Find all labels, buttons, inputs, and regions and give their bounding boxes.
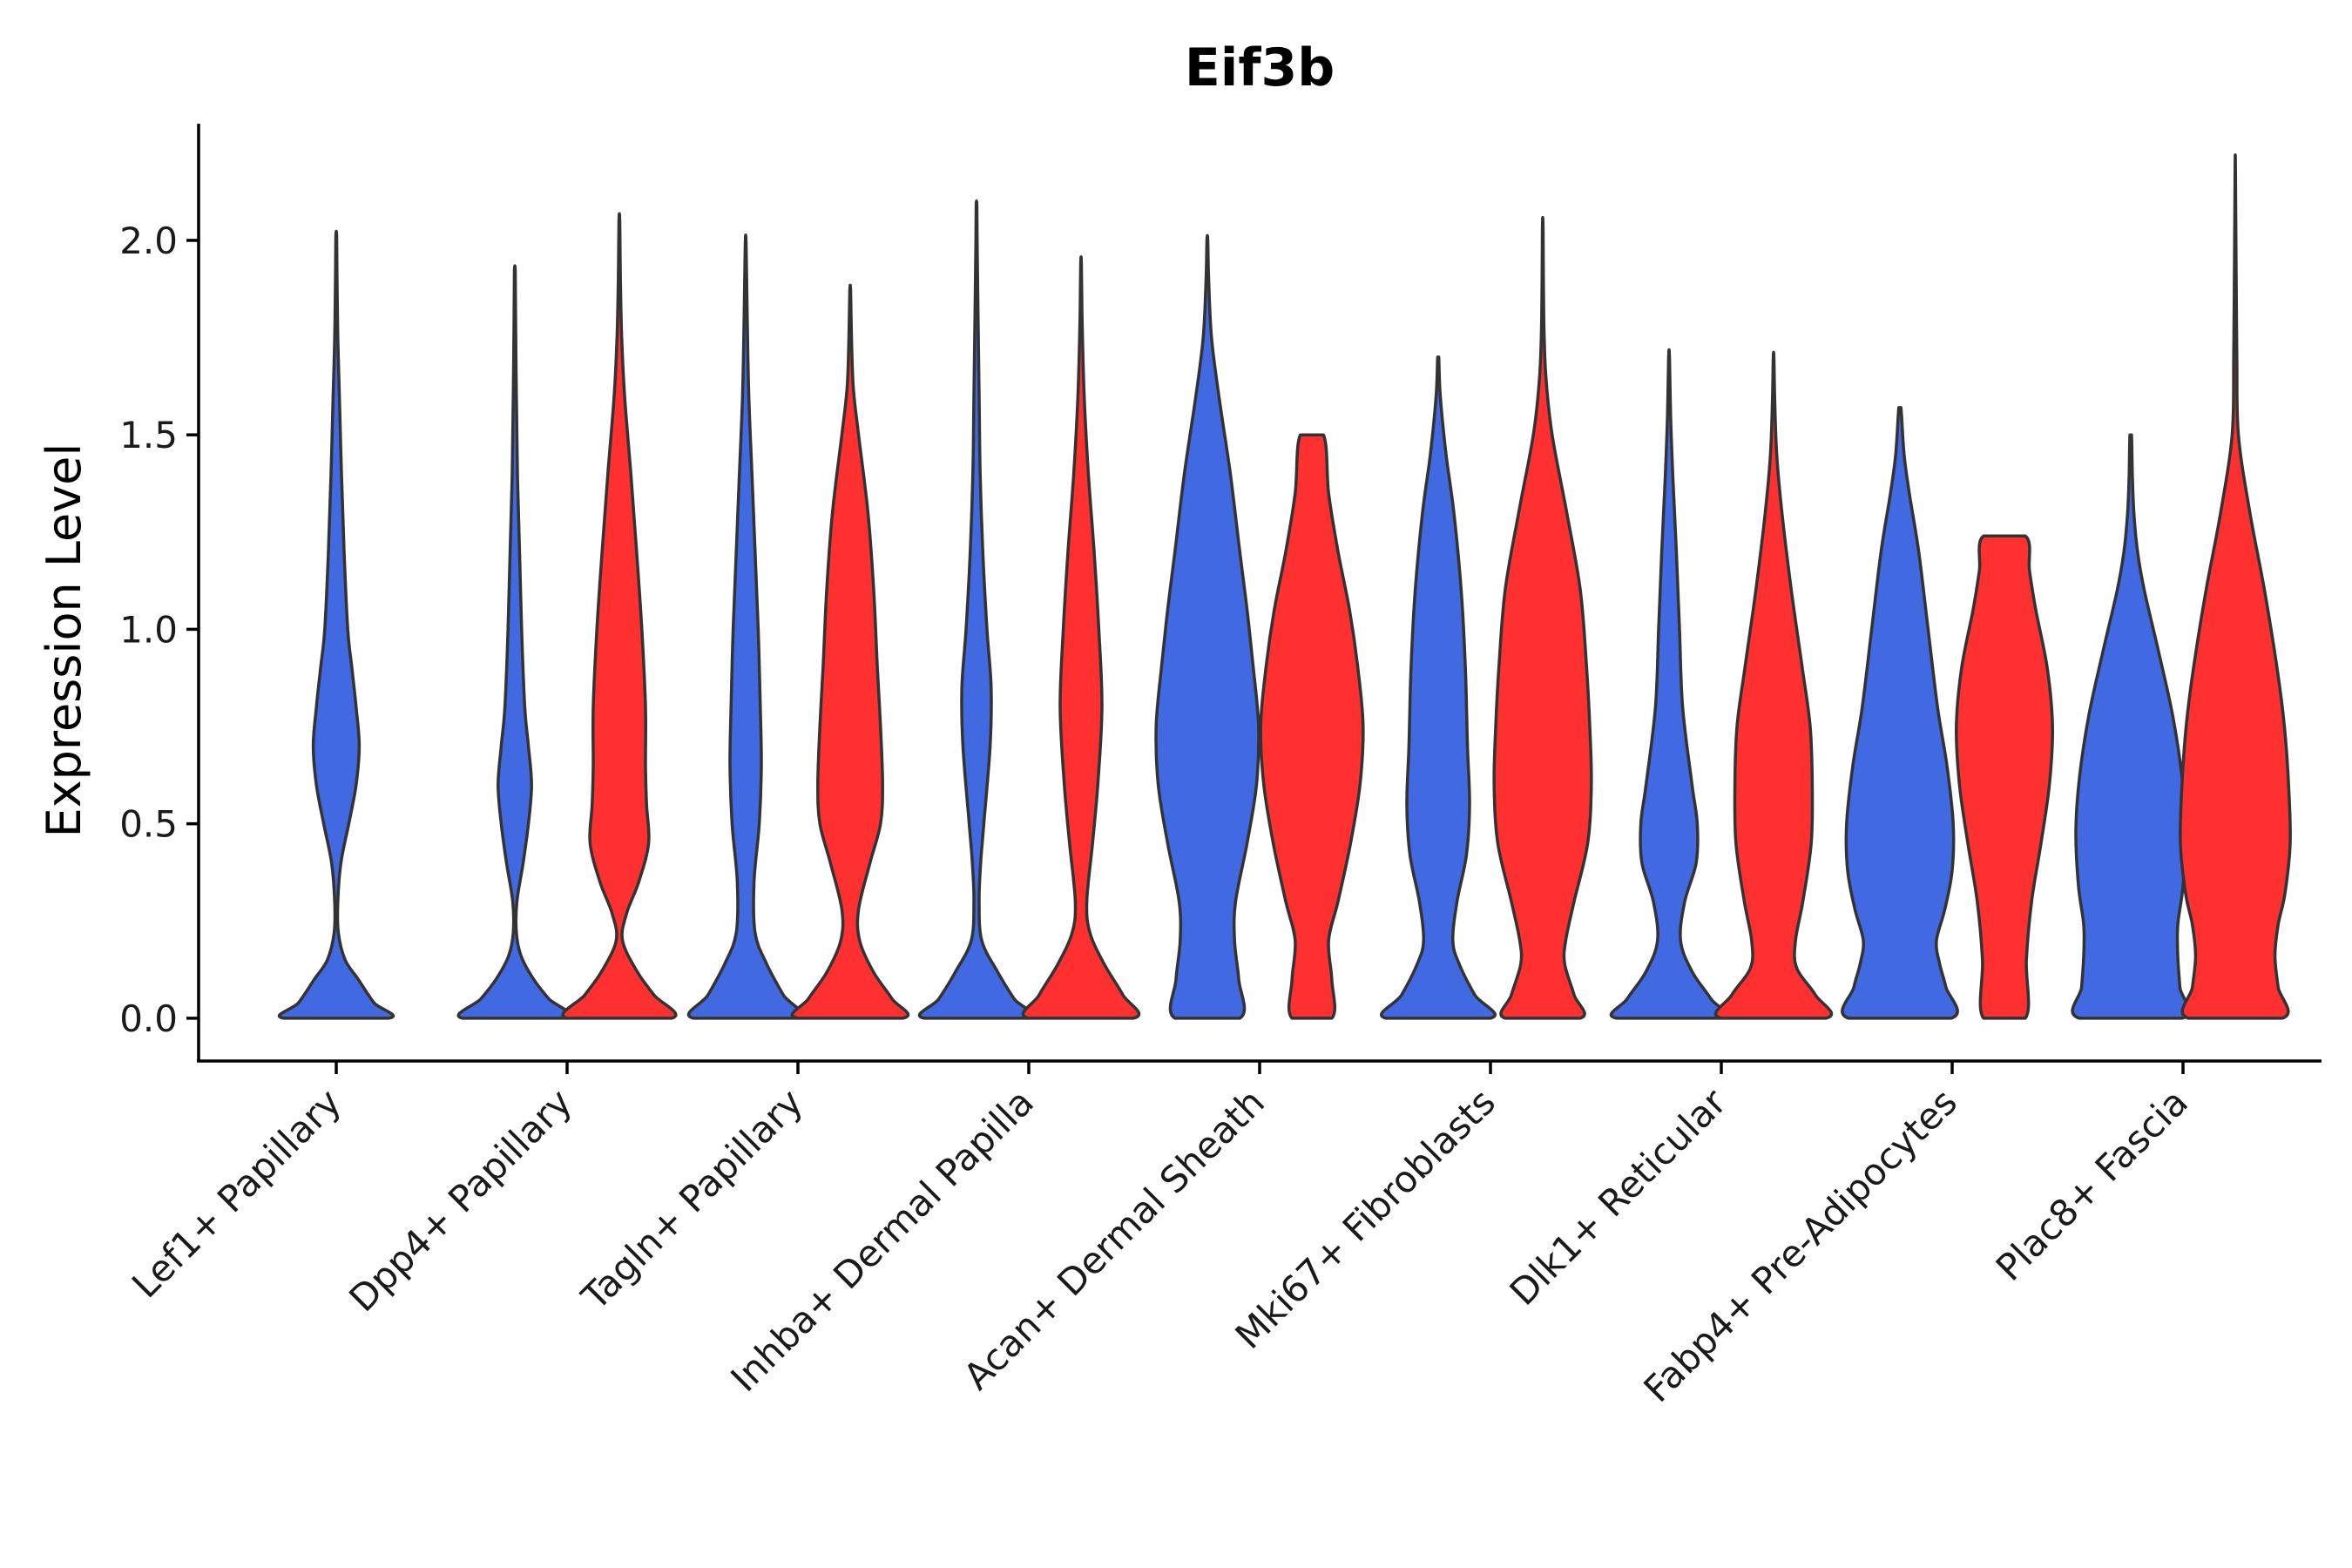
violin-lef1-papillary-blue <box>277 229 395 1020</box>
violin-inhba-dermal-papilla-blue <box>917 199 1036 1020</box>
violin-acan-dermal-sheath-red <box>1259 433 1365 1020</box>
violin-tagln-papillary-blue <box>686 233 805 1020</box>
y-tick-label: 1.5 <box>119 414 178 456</box>
y-tick-label: 2.0 <box>119 220 178 262</box>
violin-plac8-fascia-red <box>2179 153 2292 1020</box>
violin-dpp4-papillary-red <box>561 212 678 1020</box>
violin-tagln-papillary-red <box>790 283 910 1020</box>
violin-fabp4-pre-adipocytes-red <box>1954 534 2055 1020</box>
violin-dlk1-reticular-red <box>1713 350 1834 1020</box>
violin-dlk1-reticular-blue <box>1609 348 1729 1020</box>
x-tick-label-dpp4-papillary: Dpp4+ Papillary <box>341 1080 580 1320</box>
violin-inhba-dermal-papilla-red <box>1021 255 1141 1020</box>
y-tick-label: 0.5 <box>119 803 178 846</box>
x-tick-label-plac8-fascia: Plac8+ Fascia <box>1988 1080 2196 1288</box>
x-tick-label-lef1-papillary: Lef1+ Papillary <box>124 1080 349 1306</box>
y-tick-label: 1.0 <box>119 608 178 651</box>
violin-fabp4-pre-adipocytes-blue <box>1841 406 1959 1020</box>
violin-mki67-fibroblasts-blue <box>1380 355 1497 1020</box>
violin-layer <box>277 153 2292 1020</box>
violin-dpp4-papillary-blue <box>456 264 573 1020</box>
violin-acan-dermal-sheath-blue <box>1154 233 1260 1020</box>
violin-mki67-fibroblasts-red <box>1492 215 1593 1020</box>
x-tick-label-dlk1-reticular: Dlk1+ Reticular <box>1502 1080 1735 1314</box>
x-tick-label-tagln-papillary: Tagln+ Papillary <box>573 1080 811 1318</box>
violin-plac8-fascia-blue <box>2071 433 2191 1020</box>
y-tick-label: 0.0 <box>119 997 178 1040</box>
x-tick-label-mki67-fibroblasts: Mki67+ Fibroblasts <box>1227 1080 1504 1356</box>
y-axis-title: Expression Level <box>37 443 91 838</box>
y-axis-ticks: 0.0 0.5 1.0 1.5 2.0 <box>119 220 199 1040</box>
chart-title: Eif3b <box>1185 37 1335 98</box>
